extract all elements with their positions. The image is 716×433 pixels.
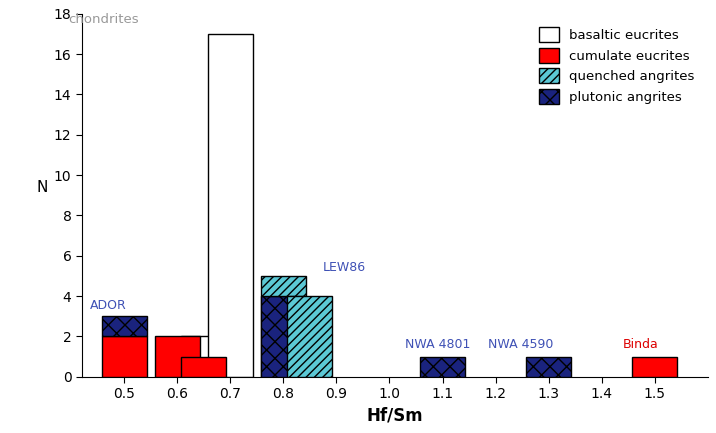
Bar xyxy=(261,296,306,377)
Text: LEW86: LEW86 xyxy=(323,261,367,274)
Text: NWA 4590: NWA 4590 xyxy=(488,339,553,352)
Bar xyxy=(261,296,306,377)
Bar xyxy=(526,356,571,377)
Text: chondrites: chondrites xyxy=(69,13,140,26)
Bar xyxy=(102,336,147,377)
Text: Binda: Binda xyxy=(623,339,659,352)
X-axis label: Hf/Sm: Hf/Sm xyxy=(367,407,423,425)
Bar xyxy=(632,356,677,377)
Bar xyxy=(102,316,147,336)
Text: ADOR: ADOR xyxy=(90,299,127,312)
Bar xyxy=(34,12,64,27)
Bar xyxy=(287,296,332,377)
Bar xyxy=(181,336,226,377)
Bar xyxy=(208,34,253,377)
Bar xyxy=(420,356,465,377)
Legend: basaltic eucrites, cumulate eucrites, quenched angrites, plutonic angrites: basaltic eucrites, cumulate eucrites, qu… xyxy=(532,20,701,110)
Bar xyxy=(261,276,306,296)
Text: NWA 4801: NWA 4801 xyxy=(405,339,471,352)
Bar xyxy=(181,356,226,377)
Bar xyxy=(155,336,200,377)
Y-axis label: N: N xyxy=(37,180,49,195)
